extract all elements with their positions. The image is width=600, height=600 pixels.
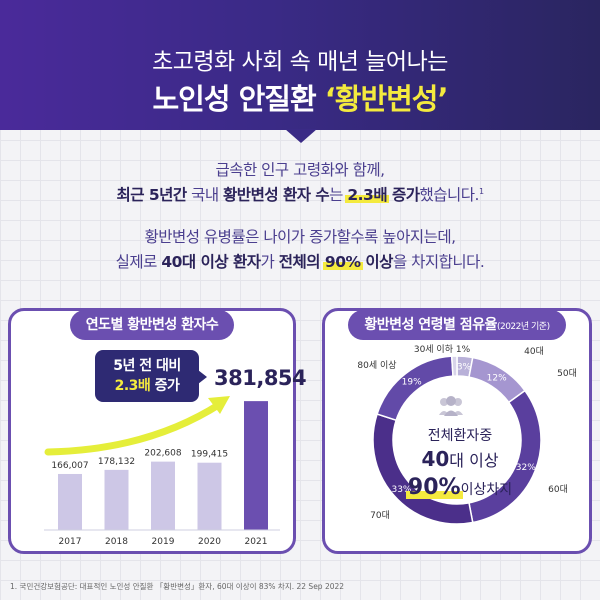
intro-patients: 황반변성 환자 수 (223, 186, 330, 204)
increase-badge: 5년 전 대비 2.3배 증가 (95, 350, 199, 402)
badge-multiplier: 2.3배 (114, 378, 151, 394)
slice-value-label: 12% (487, 374, 507, 384)
intro-increase: 증가 (387, 186, 420, 204)
x-tick-label: 2021 (245, 537, 268, 547)
intro-text: 실제로 (115, 253, 162, 271)
x-tick-label: 2019 (152, 537, 175, 547)
badge-pointer (198, 370, 207, 384)
donut-chart-title: 황반변성 연령별 점유율(2022년 기준) (348, 310, 566, 340)
slice-value-label: 33% (391, 485, 411, 495)
center-line3: 90%이상차지 (390, 475, 530, 500)
intro-above: 이상 (360, 253, 393, 271)
category-label: 40대 (524, 346, 544, 357)
intro-text: 했습니다. (419, 186, 480, 204)
center-line1: 전체환자중 (427, 428, 493, 444)
bar-chart-title: 연도별 황반변성 환자수 (70, 310, 234, 340)
intro-multiplier: 2.3배 (347, 186, 388, 204)
category-label: 50대 (557, 368, 577, 379)
donut-center: 전체환자중 40대 이상 90%이상차지 (390, 395, 530, 500)
intro-total: 전체의 (278, 253, 325, 271)
center-age-text: 대 이상 (449, 451, 499, 470)
intro-age40: 40대 이상 환자 (161, 253, 261, 271)
headline-prefix: 노인성 안질환 (152, 82, 325, 116)
headline-accent: ‘황반변성’ (324, 82, 449, 116)
header-banner (0, 0, 600, 130)
category-label: 70대 (370, 510, 390, 521)
intro-line3: 황반변성 유병률은 나이가 증가할수록 높아지는데, (144, 228, 456, 246)
center-age: 40 (421, 447, 450, 471)
bar-2019 (151, 461, 175, 530)
trend-arrow-head (208, 396, 230, 414)
center-line2: 40대 이상 (390, 447, 530, 471)
bar-2021 (244, 401, 268, 530)
footnote: 1. 국민건강보험공단: 대표적인 노인성 안질환 「황반변성」환자, 60대 … (10, 582, 345, 591)
category-label: 30세 이하 1% (414, 344, 471, 355)
bar-2020 (197, 462, 222, 530)
intro-text: 을 차지합니다. (392, 253, 485, 271)
bar-chart: 2017 166,007 2018 178,132 2019 202,608 2020 199… (44, 396, 280, 547)
intro-line2: 최근 5년간 국내 황반변성 환자 수는 2.3배 증가했습니다.1 (0, 183, 600, 205)
bar-value-label: 199,415 (191, 450, 228, 460)
slice-value-label: 32% (516, 463, 536, 473)
badge-increase: 증가 (150, 378, 180, 394)
center-percent: 90% (407, 475, 461, 500)
x-tick-label: 2018 (105, 537, 128, 547)
donut-title-note: (2022년 기준) (496, 322, 550, 332)
headline-line1: 초고령화 사회 속 매년 늘어나는 (152, 49, 448, 75)
intro-line1: 급속한 인구 고령화와 함께, (215, 161, 385, 179)
bar-value-label: 166,007 (51, 461, 88, 471)
footnote-ref: 1 (478, 186, 484, 196)
intro-line4: 실제로 40대 이상 환자가 전체의 90% 이상을 차지합니다. (0, 250, 600, 272)
badge-line1: 5년 전 대비 (113, 358, 181, 374)
bar-2017 (58, 473, 82, 530)
donut-chart-card (322, 308, 592, 554)
donut-title-text: 황반변성 연령별 점유율 (364, 317, 497, 333)
bar-value-label: 178,132 (98, 457, 135, 467)
intro-text: 가 (260, 253, 279, 271)
intro-period: 최근 5년간 (116, 186, 187, 204)
donut-chart: 3% 12% 32% 33% 19% 40대 50대 60대 70대 80세 이상 30세 이하 1… (357, 344, 577, 525)
intro-text: 국내 (186, 186, 224, 204)
trend-arrow (44, 400, 224, 456)
intro-percent: 90% (324, 253, 361, 271)
people-icon (439, 396, 463, 416)
bar-2018 (104, 469, 129, 530)
slice-value-label: 19% (402, 378, 422, 388)
category-label: 60대 (548, 484, 568, 495)
intro-text: 는 (329, 186, 348, 204)
slice-30세 이하 (450, 355, 458, 377)
highlight-value: 381,854 (214, 366, 307, 390)
center-percent-text: 이상차지 (460, 482, 513, 498)
x-tick-label: 2020 (198, 537, 221, 547)
slice-value-label: 3% (457, 362, 472, 372)
header-pointer (285, 129, 317, 143)
category-label: 80세 이상 (357, 360, 396, 371)
bar-value-label: 202,608 (144, 449, 181, 459)
headline-line2: 노인성 안질환 ‘황반변성’ (0, 76, 600, 118)
x-tick-label: 2017 (59, 537, 82, 547)
